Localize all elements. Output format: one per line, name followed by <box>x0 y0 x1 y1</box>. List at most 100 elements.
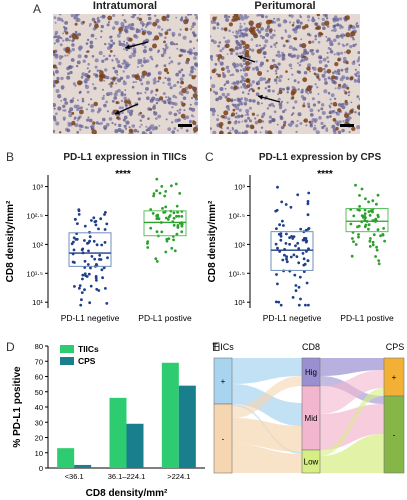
nucleus-dot <box>261 120 265 123</box>
nucleus-dot <box>268 120 272 124</box>
nucleus-dot <box>59 14 62 16</box>
cd8-stain-dot <box>192 120 197 126</box>
nucleus-dot <box>128 23 132 28</box>
nucleus-dot <box>211 84 216 89</box>
nucleus-dot <box>241 120 244 123</box>
cd8-stain-dot <box>107 15 113 21</box>
b-data-point <box>80 248 84 252</box>
nucleus-dot <box>324 14 328 18</box>
c-data-point <box>285 255 288 259</box>
nucleus-dot <box>331 124 336 129</box>
nucleus-dot <box>121 106 124 109</box>
cd8-stain-dot <box>245 50 250 54</box>
nucleus-dot <box>259 77 264 82</box>
nucleus-dot <box>91 17 96 22</box>
c-data-point <box>363 208 367 212</box>
nucleus-dot <box>62 104 66 109</box>
c-data-point <box>289 205 293 209</box>
nucleus-dot <box>216 22 220 26</box>
nucleus-dot <box>135 30 139 34</box>
nucleus-dot <box>295 124 299 128</box>
b-data-point <box>156 213 160 217</box>
c-y-tick-label: 10¹·⁵ <box>229 269 245 278</box>
b-data-point <box>164 250 168 254</box>
nucleus-dot <box>178 33 182 37</box>
nucleus-dot <box>217 59 221 63</box>
cd8-stain-dot <box>110 81 114 85</box>
nucleus-dot <box>288 21 292 24</box>
nucleus-dot <box>282 110 285 114</box>
nucleus-dot <box>341 105 346 110</box>
nucleus-dot <box>66 128 71 133</box>
cd8-stain-dot <box>234 15 240 21</box>
c-data-point <box>278 223 281 227</box>
nucleus-dot <box>226 69 231 73</box>
nucleus-dot <box>210 56 213 60</box>
c-data-point <box>276 282 279 286</box>
cd8-stain-dot <box>65 48 70 54</box>
nucleus-dot <box>78 124 82 128</box>
nucleus-dot <box>53 42 56 45</box>
nucleus-dot <box>90 98 93 101</box>
nucleus-dot <box>109 43 114 47</box>
nucleus-dot <box>55 38 60 43</box>
nucleus-dot <box>282 44 286 48</box>
nucleus-dot <box>218 41 222 44</box>
b-data-point <box>92 239 96 243</box>
nucleus-dot <box>145 23 149 27</box>
nucleus-dot <box>221 92 226 97</box>
cd8-stain-dot <box>192 93 198 99</box>
nucleus-dot <box>286 86 290 90</box>
nucleus-dot <box>150 91 153 94</box>
nucleus-dot <box>287 123 291 127</box>
cd8-stain-dot <box>356 104 360 110</box>
c-data-point <box>284 203 288 206</box>
nucleus-dot <box>79 46 83 50</box>
nucleus-dot <box>217 114 219 117</box>
c-data-point <box>303 262 307 266</box>
nucleus-dot <box>234 129 239 134</box>
nucleus-dot <box>72 82 76 86</box>
nucleus-dot <box>243 62 246 66</box>
nucleus-dot <box>81 97 85 101</box>
c-data-point <box>307 191 311 195</box>
nucleus-dot <box>108 83 111 86</box>
nucleus-dot <box>354 68 357 71</box>
nucleus-dot <box>61 87 64 90</box>
nucleus-dot <box>120 99 124 103</box>
nucleus-dot <box>106 23 110 27</box>
nucleus-dot <box>166 77 171 82</box>
nucleus-dot <box>342 120 345 123</box>
nucleus-dot <box>69 107 74 112</box>
nucleus-dot <box>81 72 86 77</box>
cd8-stain-dot <box>92 121 96 125</box>
e-node-mid-low-label: Low <box>304 458 319 467</box>
cd8-stain-dot <box>302 104 306 108</box>
nucleus-dot <box>85 108 88 111</box>
nucleus-dot <box>255 92 260 96</box>
cd8-stain-dot <box>291 88 297 95</box>
c-data-point <box>274 300 278 304</box>
c-significance: **** <box>317 169 333 180</box>
nucleus-dot <box>94 58 99 63</box>
micrograph-intratumoral <box>53 14 198 134</box>
b-data-point <box>155 217 159 221</box>
nucleus-dot <box>262 51 267 56</box>
nucleus-dot <box>355 43 357 46</box>
nucleus-dot <box>337 72 341 76</box>
cd8-stain-dot <box>337 58 341 62</box>
nucleus-dot <box>127 109 131 114</box>
cd8-stain-dot <box>86 50 90 53</box>
nucleus-dot <box>63 97 67 102</box>
nucleus-dot <box>311 118 316 122</box>
nucleus-dot <box>311 40 315 44</box>
d-bar-tiics <box>57 448 75 468</box>
nucleus-dot <box>235 30 240 35</box>
d-bar-cps <box>126 423 144 468</box>
c-data-point <box>306 213 310 217</box>
c-data-point <box>296 193 300 197</box>
nucleus-dot <box>167 82 172 86</box>
nucleus-dot <box>292 54 296 58</box>
nucleus-dot <box>137 58 142 63</box>
nucleus-dot <box>286 101 289 104</box>
